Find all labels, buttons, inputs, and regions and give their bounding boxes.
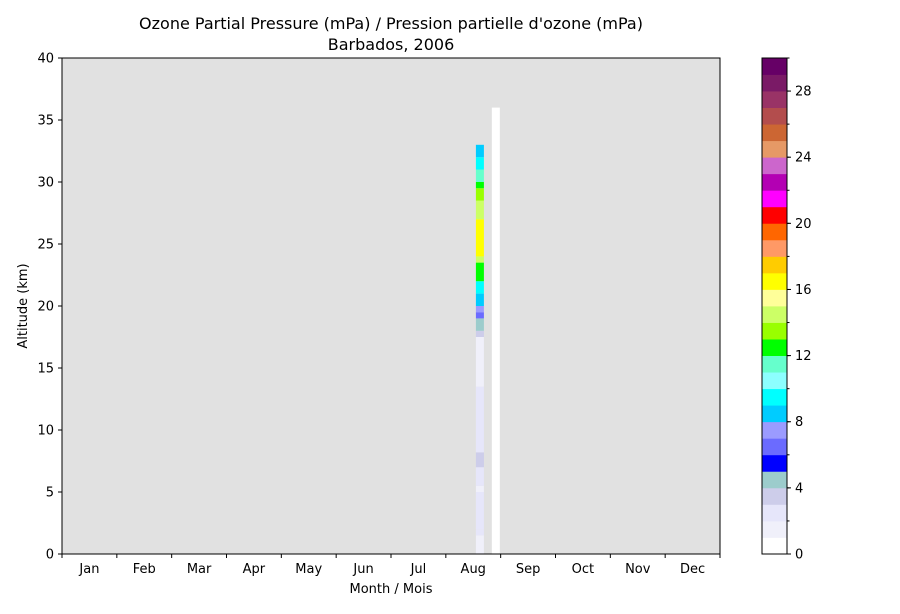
y-axis: 0 5 10 15 20 25 30 35 40 xyxy=(37,52,62,563)
profile-layer xyxy=(475,492,484,530)
profile-layer xyxy=(475,169,484,182)
x-tick-label: Sep xyxy=(516,562,541,577)
x-tick-label: Feb xyxy=(133,562,156,577)
colorbar-swatch xyxy=(762,74,787,92)
colorbar-tick-label: 28 xyxy=(795,85,812,100)
x-tick-label: Jan xyxy=(78,562,99,577)
colorbar-swatch xyxy=(762,306,787,323)
profiles-layer xyxy=(475,107,500,554)
colorbar-swatch xyxy=(762,322,787,340)
colorbar-swatch xyxy=(762,206,787,224)
colorbar-swatch xyxy=(762,372,787,390)
colorbar-swatch xyxy=(762,190,787,208)
colorbar-swatch xyxy=(762,124,787,142)
profile-layer xyxy=(475,200,484,220)
y-tick-label: 5 xyxy=(46,486,54,501)
profile-layer xyxy=(475,485,484,492)
profile-layer xyxy=(475,452,484,468)
y-tick-label: 30 xyxy=(37,176,54,191)
profile-layer xyxy=(475,330,484,337)
colorbar-swatch xyxy=(762,355,787,373)
colorbar-tick-label: 24 xyxy=(795,151,812,166)
colorbar-swatch xyxy=(762,157,787,175)
profile-layer xyxy=(491,107,500,554)
colorbar: 0 4 8 12 16 20 24 28 xyxy=(761,57,812,563)
colorbar-swatch xyxy=(762,520,787,538)
profile-layer xyxy=(475,157,484,170)
profile-layer xyxy=(475,386,484,453)
colorbar-swatch xyxy=(762,239,787,257)
x-axis-label: Month / Mois xyxy=(350,582,433,597)
profile-layer xyxy=(475,529,484,536)
chart-title-line2: Barbados, 2006 xyxy=(328,35,455,54)
profile-layer xyxy=(475,293,484,306)
colorbar-swatch xyxy=(762,487,787,505)
colorbar-swatch xyxy=(762,173,787,191)
colorbar-frame xyxy=(761,57,788,555)
colorbar-tick-label: 12 xyxy=(795,349,812,364)
colorbar-swatch xyxy=(762,454,787,472)
colorbar-swatch xyxy=(762,405,787,423)
colorbar-swatch xyxy=(762,256,787,274)
colorbar-swatch xyxy=(762,107,787,125)
x-axis: Jan Feb Mar Apr May Jun Jul Aug Sep Oct Nov Dec xyxy=(61,554,721,577)
profile-layer xyxy=(475,256,484,263)
colorbar-swatch xyxy=(762,223,787,241)
profile-layer xyxy=(475,144,484,158)
y-axis-label: Altitude (km) xyxy=(16,263,31,348)
profile-layer xyxy=(475,182,484,189)
profile-layer xyxy=(475,467,484,486)
profile-layer xyxy=(475,318,484,331)
colorbar-swatch xyxy=(762,289,787,307)
x-tick-label: Aug xyxy=(461,562,486,577)
colorbar-tick-label: 16 xyxy=(795,283,812,298)
y-tick-label: 20 xyxy=(37,300,54,315)
y-tick-label: 15 xyxy=(37,362,54,377)
colorbar-tick-label: 8 xyxy=(795,415,803,430)
colorbar-swatch xyxy=(762,91,787,108)
colorbar-swatch xyxy=(762,438,787,456)
profile-layer xyxy=(475,337,484,387)
colorbar-swatch xyxy=(762,421,787,439)
profile-layer xyxy=(475,312,484,319)
colorbar-tick-label: 0 xyxy=(795,548,803,563)
colorbar-swatch xyxy=(762,339,787,356)
y-tick-label: 0 xyxy=(46,548,54,563)
colorbar-swatch xyxy=(762,537,787,555)
chart-title-line1: Ozone Partial Pressure (mPa) / Pression … xyxy=(139,14,643,33)
y-tick-label: 10 xyxy=(37,424,54,439)
x-tick-label: Jul xyxy=(410,562,427,577)
x-tick-label: May xyxy=(295,562,322,577)
x-tick-label: Oct xyxy=(572,562,594,577)
x-tick-label: Jun xyxy=(352,562,373,577)
profile-layer xyxy=(475,188,484,201)
profile-layer xyxy=(475,535,484,554)
x-tick-label: Dec xyxy=(680,562,705,577)
colorbar-swatch xyxy=(762,140,787,158)
profile-layer xyxy=(475,262,484,282)
profile-layer xyxy=(475,306,484,313)
colorbar-tick-label: 20 xyxy=(795,217,812,232)
colorbar-swatch xyxy=(762,504,787,522)
profile-layer xyxy=(475,219,484,257)
plot-background xyxy=(62,58,720,554)
y-tick-label: 35 xyxy=(37,114,54,129)
colorbar-swatch xyxy=(762,471,787,489)
y-tick-label: 25 xyxy=(37,238,54,253)
colorbar-swatch xyxy=(762,272,787,290)
x-tick-label: Nov xyxy=(625,562,651,577)
colorbar-swatch xyxy=(762,58,787,75)
colorbar-tick-label: 4 xyxy=(795,481,803,496)
profile-layer xyxy=(475,281,484,294)
y-tick-label: 40 xyxy=(37,52,54,67)
colorbar-swatch xyxy=(762,388,787,406)
x-tick-label: Apr xyxy=(243,562,266,577)
x-tick-label: Mar xyxy=(187,562,212,577)
